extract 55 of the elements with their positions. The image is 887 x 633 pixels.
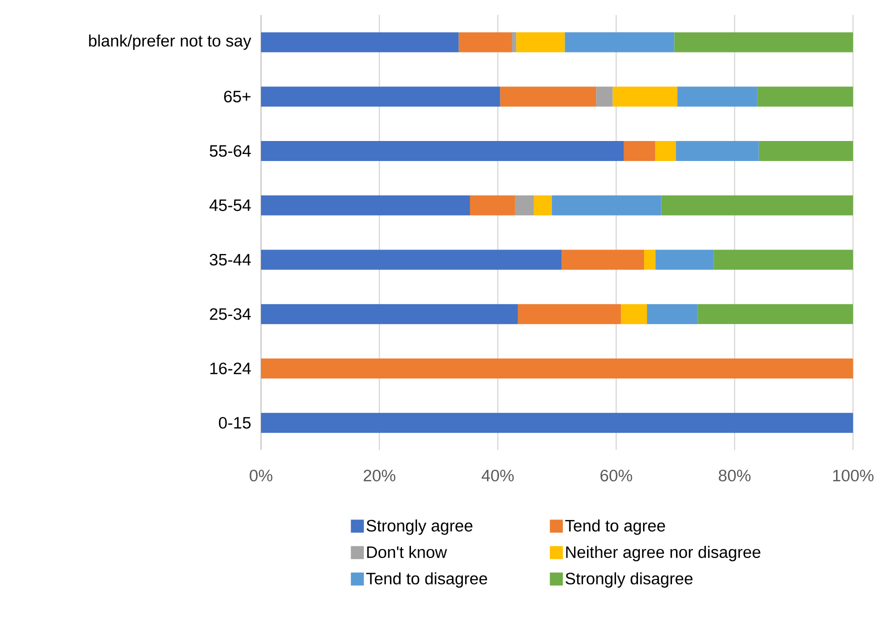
bar — [646, 304, 698, 324]
bar — [644, 250, 656, 270]
legend-label: Don't know — [367, 546, 447, 558]
y-tick-label: 55-64 — [210, 145, 251, 157]
x-tick-label: 100% — [833, 470, 874, 482]
y-tick-label: 35-44 — [210, 254, 251, 266]
bar — [518, 304, 621, 324]
y-tick-label: 16-24 — [210, 362, 251, 374]
bar — [620, 304, 647, 324]
bar — [516, 32, 565, 52]
bar — [562, 250, 644, 270]
bar — [261, 86, 500, 107]
legend-label: Strongly disagree — [566, 572, 692, 588]
x-tick-label: 40% — [482, 470, 514, 482]
legend-label: Strongly agree — [366, 519, 472, 535]
bar — [757, 86, 853, 107]
x-tick-label: 0% — [250, 470, 272, 482]
bar — [552, 195, 662, 216]
bar — [758, 140, 853, 161]
bar — [458, 32, 512, 52]
bar — [676, 140, 759, 161]
bar — [714, 250, 853, 270]
bar — [514, 195, 534, 216]
x-tick-label: 60% — [600, 470, 632, 482]
bar — [655, 250, 714, 270]
y-tick-label: 45-54 — [209, 200, 251, 212]
y-tick-label: 0-15 — [218, 416, 251, 429]
bar — [261, 358, 853, 378]
legend-label: Tend to agree — [565, 519, 666, 535]
bar — [655, 140, 676, 161]
x-tick-label: 80% — [718, 470, 751, 482]
x-tick-label: 20% — [364, 470, 396, 482]
y-tick-label: blank/prefer not to say — [89, 34, 252, 50]
bar — [261, 195, 470, 216]
y-tick-label: 65+ — [224, 90, 250, 102]
bar — [470, 195, 515, 216]
bar — [261, 304, 518, 324]
bar — [534, 195, 552, 216]
bar — [261, 412, 853, 433]
bar — [261, 32, 459, 52]
bar — [624, 140, 656, 161]
y-tick-label: 25-34 — [210, 308, 251, 320]
legend-label: Neither agree nor disagree — [566, 546, 760, 562]
bar — [677, 86, 758, 107]
bar — [596, 86, 613, 107]
bar — [674, 32, 853, 52]
bar — [512, 32, 516, 52]
bar — [564, 32, 674, 52]
bar — [261, 250, 562, 270]
bar — [698, 304, 853, 324]
bar — [661, 195, 853, 216]
bar — [612, 86, 678, 107]
legend-label: Tend to disagree — [366, 572, 488, 588]
bar — [261, 140, 624, 161]
bar — [500, 86, 596, 107]
